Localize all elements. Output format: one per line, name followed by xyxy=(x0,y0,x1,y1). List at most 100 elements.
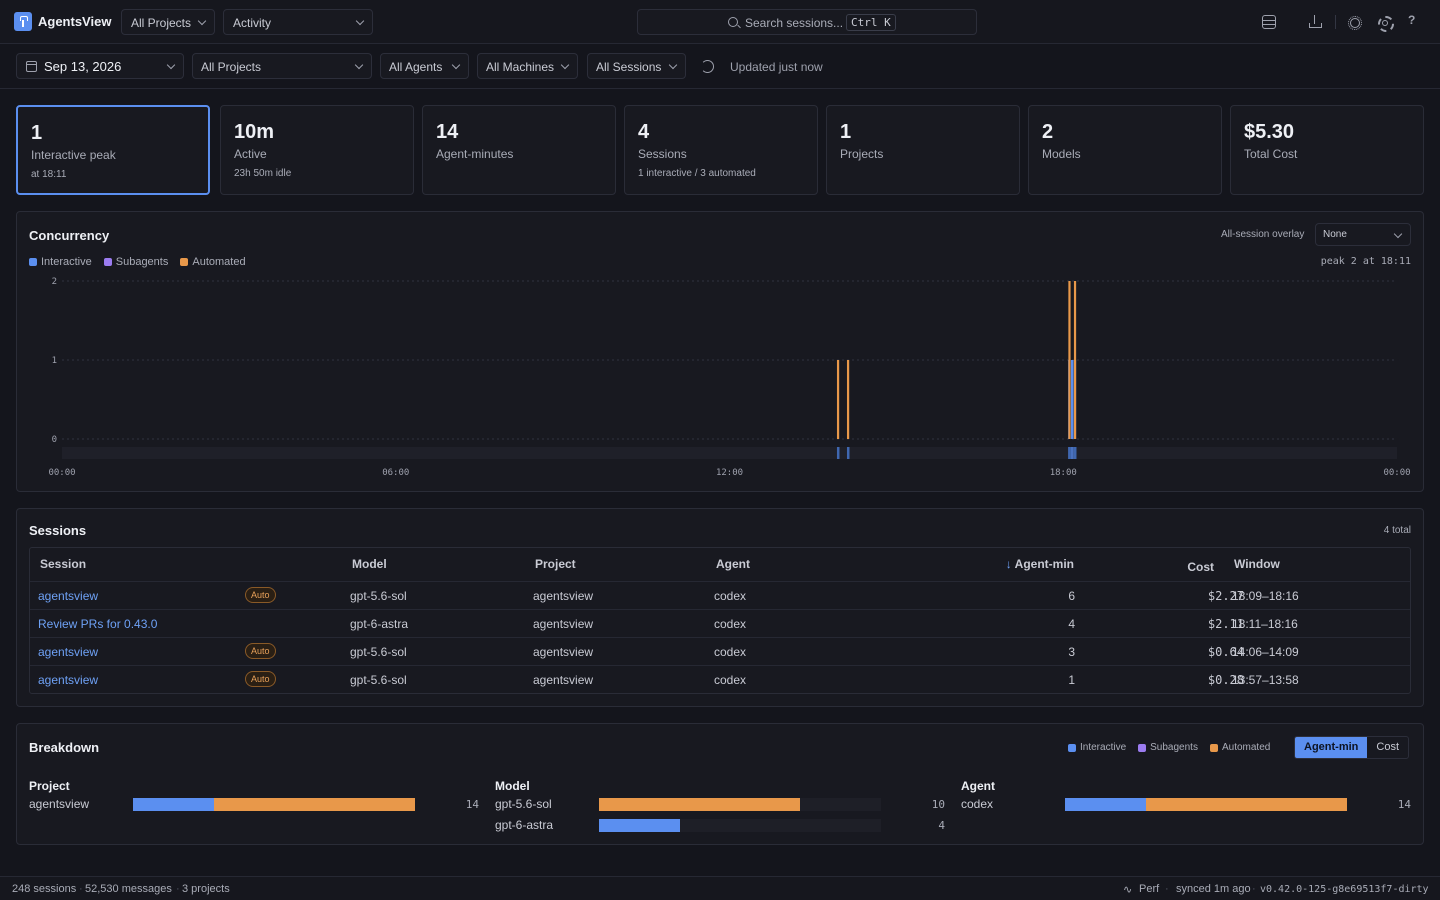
cell-agent-min: 6 xyxy=(1068,589,1075,603)
col-session[interactable]: Session xyxy=(40,557,87,571)
cell-agent: codex xyxy=(714,617,747,631)
project-select[interactable]: All Projects xyxy=(121,9,215,35)
session-link[interactable]: agentsview xyxy=(38,589,99,603)
breakdown-legend: Interactive Subagents Automated xyxy=(1068,742,1270,753)
auto-badge: Auto xyxy=(245,643,276,659)
overlay-select[interactable]: None xyxy=(1315,223,1411,246)
chevron-down-icon xyxy=(668,60,678,70)
col-cost[interactable]: Cost xyxy=(1187,560,1214,574)
breakdown-heading: Model xyxy=(495,779,530,793)
view-select[interactable]: Activity xyxy=(223,9,373,35)
chevron-down-icon xyxy=(560,60,570,70)
metric-toggle: Agent-min Cost xyxy=(1294,736,1410,759)
project-filter[interactable]: All Projects xyxy=(192,53,372,79)
footer-separator: · xyxy=(176,883,180,895)
bar-automated xyxy=(836,360,840,439)
cell-agent-min: 1 xyxy=(1068,673,1075,687)
table-row[interactable]: Review PRs for 0.43.0 gpt-6-astra agentsvi… xyxy=(30,609,1410,637)
cell-cost: $0.28 xyxy=(1207,673,1244,687)
search-shortcut-badge: Ctrl K xyxy=(846,14,896,31)
agents-filter-label: All Agents xyxy=(389,60,443,74)
breakdown-bar[interactable] xyxy=(133,798,415,811)
timeline-mark xyxy=(1068,447,1071,459)
breakdown-value: 10 xyxy=(931,798,945,811)
legend-automated: Automated xyxy=(1209,742,1270,753)
theme-sun-icon[interactable] xyxy=(1347,15,1362,30)
col-project[interactable]: Project xyxy=(535,557,576,571)
database-icon[interactable] xyxy=(1262,15,1276,29)
session-link[interactable]: Review PRs for 0.43.0 xyxy=(38,617,158,631)
cell-project: agentsview xyxy=(533,617,594,631)
toggle-cost[interactable]: Cost xyxy=(1376,741,1400,753)
legend-interactive: Interactive xyxy=(1068,742,1126,753)
peak-label: peak 2 at 18:11 xyxy=(1320,256,1411,267)
search-input[interactable]: Search sessions... Ctrl K xyxy=(637,9,977,35)
stat-card[interactable]: 10m Active 23h 50m idle xyxy=(220,105,414,195)
bar-automated xyxy=(846,360,850,439)
stat-value: 14 xyxy=(436,121,459,143)
col-window[interactable]: Window xyxy=(1234,557,1280,571)
cell-model: gpt-5.6-sol xyxy=(350,645,407,659)
footer-projects: 3 projects xyxy=(182,883,230,895)
stat-sub: 1 interactive / 3 automated xyxy=(638,168,756,179)
toolbar-divider xyxy=(1335,15,1336,29)
col-model[interactable]: Model xyxy=(352,557,387,571)
concurrency-chart: 0 1 2 00:00 06:00 12:00 18:00 00:00 xyxy=(48,277,1410,478)
sessions-table: Session Model Project Agent ↓ Agent-min … xyxy=(29,547,1411,694)
cell-window: 13:57–13:58 xyxy=(1232,673,1299,687)
session-link[interactable]: agentsview xyxy=(38,673,99,687)
toggle-agent-min[interactable]: Agent-min xyxy=(1295,737,1368,758)
stat-card[interactable]: $5.30 Total Cost xyxy=(1230,105,1424,195)
table-row[interactable]: agentsview Auto gpt-5.6-sol agentsview codex… xyxy=(30,665,1410,693)
bar-interactive xyxy=(1070,360,1074,439)
x-tick-label: 06:00 xyxy=(382,468,409,478)
refresh-icon[interactable] xyxy=(701,60,714,73)
timeline-mark xyxy=(1073,447,1077,459)
stat-card[interactable]: 1 Interactive peak at 18:11 xyxy=(16,105,210,195)
stat-card[interactable]: 4 Sessions 1 interactive / 3 automated xyxy=(624,105,818,195)
sessions-filter-label: All Sessions xyxy=(596,60,662,74)
perf-link[interactable]: Perf xyxy=(1139,883,1160,895)
table-row[interactable]: agentsview Auto gpt-5.6-sol agentsview codex… xyxy=(30,581,1410,609)
stat-sub: at 18:11 xyxy=(31,169,67,180)
cell-project: agentsview xyxy=(533,673,594,687)
status-footer: 248 sessions · 52,530 messages · 3 proje… xyxy=(0,876,1440,900)
stat-card[interactable]: 14 Agent-minutes xyxy=(422,105,616,195)
date-picker[interactable]: Sep 13, 2026 xyxy=(16,53,184,79)
session-link[interactable]: agentsview xyxy=(38,645,99,659)
bar-automated xyxy=(1073,281,1077,439)
stat-label: Agent-minutes xyxy=(436,147,514,161)
agents-filter[interactable]: All Agents xyxy=(380,53,469,79)
download-icon[interactable] xyxy=(1308,15,1322,29)
sessions-total: 4 total xyxy=(1383,525,1411,536)
sessions-filter[interactable]: All Sessions xyxy=(587,53,686,79)
footer-separator: · xyxy=(79,883,83,895)
cell-agent: codex xyxy=(714,645,747,659)
breakdown-bar[interactable] xyxy=(1065,798,1347,811)
col-agent[interactable]: Agent xyxy=(716,557,750,571)
sync-status: synced 1m ago xyxy=(1176,883,1251,895)
sort-desc-icon: ↓ xyxy=(1005,557,1012,571)
table-row[interactable]: agentsview Auto gpt-5.6-sol agentsview codex… xyxy=(30,637,1410,665)
stat-card[interactable]: 1 Projects xyxy=(826,105,1020,195)
top-bar: AgentsView All Projects Activity Search … xyxy=(0,0,1440,44)
updated-status: Updated just now xyxy=(730,60,823,74)
bar-segment-interactive xyxy=(1065,798,1146,811)
bar-segment-interactive xyxy=(599,819,680,832)
stat-value: 2 xyxy=(1042,121,1054,143)
breakdown-bar[interactable] xyxy=(599,798,881,811)
machines-filter-label: All Machines xyxy=(486,60,555,74)
stat-card[interactable]: 2 Models xyxy=(1028,105,1222,195)
cell-agent: codex xyxy=(714,673,747,687)
gear-icon[interactable] xyxy=(1377,15,1394,32)
bar-segment-automated xyxy=(599,798,801,811)
help-icon[interactable]: ? xyxy=(1408,13,1416,27)
x-tick-label: 00:00 xyxy=(48,468,75,478)
machines-filter[interactable]: All Machines xyxy=(477,53,578,79)
breakdown-bar[interactable] xyxy=(599,819,881,832)
y-tick-label: 0 xyxy=(52,435,57,445)
bar-segment-automated xyxy=(213,798,415,811)
y-tick-label: 1 xyxy=(52,356,57,366)
bar-segment-automated xyxy=(1145,798,1347,811)
col-agent-min[interactable]: ↓ Agent-min xyxy=(1002,548,1074,581)
